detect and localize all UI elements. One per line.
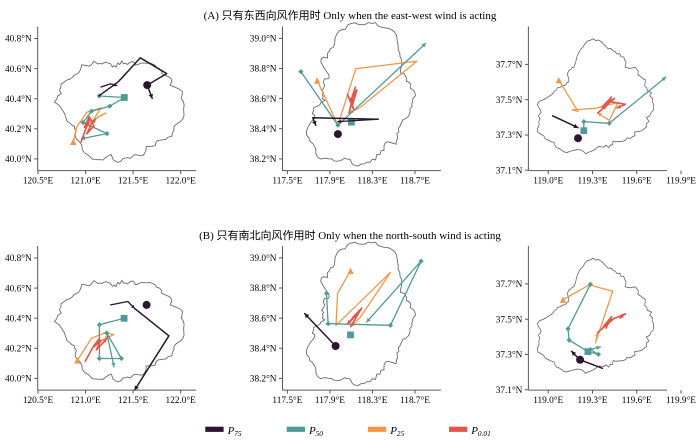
svg-text:38.6°N: 38.6°N <box>250 313 277 324</box>
svg-text:117.5°E: 117.5°E <box>272 176 302 187</box>
svg-text:119.3°E: 119.3°E <box>578 395 608 406</box>
svg-text:39.0°N: 39.0°N <box>250 253 277 264</box>
svg-text:121.0°E: 121.0°E <box>70 176 101 187</box>
svg-text:37.1°N: 37.1°N <box>496 385 523 396</box>
svg-text:37.3°N: 37.3°N <box>496 130 523 141</box>
svg-text:37.1°N: 37.1°N <box>496 165 523 176</box>
svg-text:39.0°N: 39.0°N <box>250 34 277 45</box>
svg-text:119.0°E: 119.0°E <box>533 176 563 187</box>
svg-text:121.0°E: 121.0°E <box>70 395 101 406</box>
svg-text:122.0°E: 122.0°E <box>166 395 197 406</box>
svg-text:119.3°E: 119.3°E <box>578 176 608 187</box>
svg-text:40.2°N: 40.2°N <box>5 124 32 135</box>
svg-text:38.8°N: 38.8°N <box>250 283 277 294</box>
svg-text:117.5°E: 117.5°E <box>272 395 302 406</box>
svg-text:38.2°N: 38.2°N <box>250 154 277 165</box>
svg-text:119.6°E: 119.6°E <box>622 176 652 187</box>
svg-text:40.0°N: 40.0°N <box>5 374 32 385</box>
svg-text:25: 25 <box>397 429 405 437</box>
svg-text:40.2°N: 40.2°N <box>5 344 32 355</box>
svg-text:117.9°E: 117.9°E <box>315 176 345 187</box>
svg-text:37.5°N: 37.5°N <box>496 95 523 106</box>
svg-text:119.6°E: 119.6°E <box>622 395 652 406</box>
svg-text:40.4°N: 40.4°N <box>5 313 32 324</box>
svg-text:38.6°N: 38.6°N <box>250 94 277 105</box>
svg-text:118.3°E: 118.3°E <box>357 176 387 187</box>
svg-text:118.7°E: 118.7°E <box>400 395 430 406</box>
svg-text:37.7°N: 37.7°N <box>496 279 523 290</box>
svg-text:38.4°N: 38.4°N <box>250 124 277 135</box>
svg-text:119.0°E: 119.0°E <box>533 395 563 406</box>
svg-text:38.4°N: 38.4°N <box>250 343 277 354</box>
svg-text:75: 75 <box>234 429 242 437</box>
svg-text:121.5°E: 121.5°E <box>118 176 149 187</box>
svg-text:40.8°N: 40.8°N <box>5 34 32 45</box>
svg-text:119.9°E: 119.9°E <box>666 176 696 187</box>
svg-text:119.9°E: 119.9°E <box>666 395 696 406</box>
svg-text:37.7°N: 37.7°N <box>496 60 523 71</box>
svg-text:122.0°E: 122.0°E <box>166 176 197 187</box>
svg-text:0.01: 0.01 <box>478 429 491 437</box>
svg-text:38.2°N: 38.2°N <box>250 374 277 385</box>
svg-text:50: 50 <box>316 429 324 437</box>
svg-text:40.8°N: 40.8°N <box>5 253 32 264</box>
svg-text:40.0°N: 40.0°N <box>5 154 32 165</box>
svg-text:118.7°E: 118.7°E <box>400 176 430 187</box>
svg-text:117.9°E: 117.9°E <box>315 395 345 406</box>
svg-text:118.3°E: 118.3°E <box>357 395 387 406</box>
svg-text:120.5°E: 120.5°E <box>23 176 54 187</box>
svg-text:38.8°N: 38.8°N <box>250 64 277 75</box>
svg-text:120.5°E: 120.5°E <box>23 395 54 406</box>
svg-text:37.3°N: 37.3°N <box>496 350 523 361</box>
svg-text:121.5°E: 121.5°E <box>118 395 149 406</box>
svg-text:40.4°N: 40.4°N <box>5 94 32 105</box>
svg-text:40.6°N: 40.6°N <box>5 64 32 75</box>
svg-text:37.5°N: 37.5°N <box>496 314 523 325</box>
svg-text:40.6°N: 40.6°N <box>5 283 32 294</box>
